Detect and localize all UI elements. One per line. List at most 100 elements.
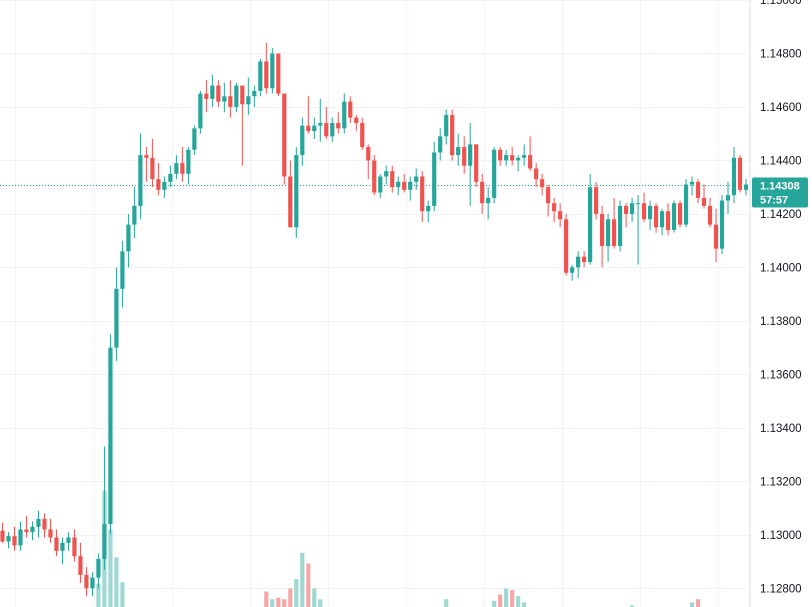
- candle-body: [468, 144, 473, 166]
- candle-body: [713, 224, 719, 249]
- candle-body: [360, 123, 365, 148]
- candle-body: [252, 90, 257, 97]
- candle-body: [653, 205, 659, 228]
- candle-body: [671, 203, 677, 230]
- candle-body: [647, 205, 653, 220]
- candle-body: [731, 157, 737, 196]
- candle-body: [336, 123, 341, 129]
- candle-body: [108, 347, 113, 525]
- candle-body: [150, 157, 155, 180]
- candle-body: [6, 536, 11, 542]
- candle-body: [617, 205, 623, 247]
- candle-body: [288, 176, 293, 228]
- candle-body: [629, 203, 635, 214]
- candle-body: [18, 529, 23, 546]
- candle-body: [132, 205, 137, 225]
- candle-body: [426, 205, 431, 212]
- volume-bar: [510, 589, 515, 607]
- candle-body: [240, 85, 245, 105]
- candle-body: [156, 179, 161, 190]
- candle-body: [683, 184, 689, 225]
- candle-body: [276, 53, 281, 94]
- grid: [0, 0, 750, 607]
- candle-body: [480, 181, 485, 204]
- candle-body: [204, 93, 209, 99]
- candle-body: [24, 529, 29, 533]
- candle-body: [96, 558, 101, 578]
- candle-body: [246, 96, 251, 105]
- candle-body: [180, 163, 185, 174]
- volume-bar: [108, 529, 113, 607]
- candle-body: [492, 149, 497, 198]
- candle-body: [677, 203, 683, 225]
- candle-body: [174, 163, 179, 174]
- volume-bar: [629, 605, 635, 607]
- candle-body: [366, 147, 371, 161]
- volume-bar: [516, 596, 521, 607]
- candle-body: [258, 61, 263, 91]
- candle-body: [144, 155, 149, 158]
- candle-body: [456, 147, 461, 156]
- candle-body: [635, 203, 641, 205]
- price-axis-background: [750, 0, 812, 607]
- candle-body: [390, 171, 395, 188]
- candle-body: [168, 173, 173, 182]
- candle-body: [695, 181, 701, 198]
- candle-body: [528, 155, 533, 169]
- price-tick-label: 1.14600: [760, 102, 802, 114]
- candle-body: [342, 101, 347, 129]
- candle-body: [324, 123, 329, 137]
- candle-body: [582, 256, 587, 263]
- candle-body: [306, 125, 311, 132]
- price-tick-label: 1.14800: [760, 48, 802, 60]
- candle-body: [186, 149, 191, 174]
- volume-bar: [522, 602, 527, 607]
- candle-body: [216, 85, 221, 102]
- candle-body: [78, 556, 83, 575]
- candle-body: [743, 184, 749, 190]
- candle-body: [414, 176, 419, 182]
- volume-bar: [498, 594, 503, 607]
- volume-bar: [492, 600, 497, 607]
- candle-body: [234, 85, 239, 107]
- volume-bar: [306, 563, 311, 607]
- current-price-badge: 1.14308 57:57: [752, 177, 808, 208]
- candle-body: [623, 205, 629, 214]
- candle-body: [372, 160, 377, 193]
- volume-bar: [294, 579, 299, 607]
- candle-body: [192, 128, 197, 150]
- candle-body: [48, 529, 53, 538]
- candle-body: [486, 197, 491, 204]
- candle-body: [264, 61, 269, 89]
- candle-body: [384, 171, 389, 177]
- candle-body: [737, 157, 743, 190]
- candle-body: [162, 181, 167, 190]
- countdown-label: 57:57: [760, 195, 788, 207]
- candle-body: [564, 219, 569, 273]
- volume-bar: [312, 588, 317, 607]
- price-tick-label: 1.13400: [760, 423, 802, 435]
- current-price-label: 1.14308: [760, 181, 800, 193]
- candle-body: [420, 176, 425, 212]
- candle-body: [599, 213, 605, 247]
- candle-body: [462, 147, 467, 166]
- volume-bars: [96, 490, 701, 607]
- price-tick-label: 1.13200: [760, 476, 802, 488]
- price-tick-label: 1.14400: [760, 155, 802, 167]
- price-axis[interactable]: 1.15000 1.14800 1.14600 1.14400 1.14200 1.140…: [760, 0, 802, 595]
- candle-body: [570, 267, 575, 273]
- candle-body: [552, 203, 557, 212]
- volume-bar: [270, 599, 275, 607]
- volume-bar: [120, 582, 125, 607]
- candle-body: [348, 101, 353, 118]
- candle-body: [408, 181, 413, 190]
- price-tick-label: 1.14200: [760, 209, 802, 221]
- candle-body: [312, 125, 317, 132]
- candle-body: [659, 211, 665, 228]
- candle-body: [504, 155, 509, 161]
- candle-body: [72, 537, 77, 557]
- candle-body: [0, 530, 5, 542]
- candle-body: [114, 288, 119, 348]
- candle-body: [90, 577, 95, 589]
